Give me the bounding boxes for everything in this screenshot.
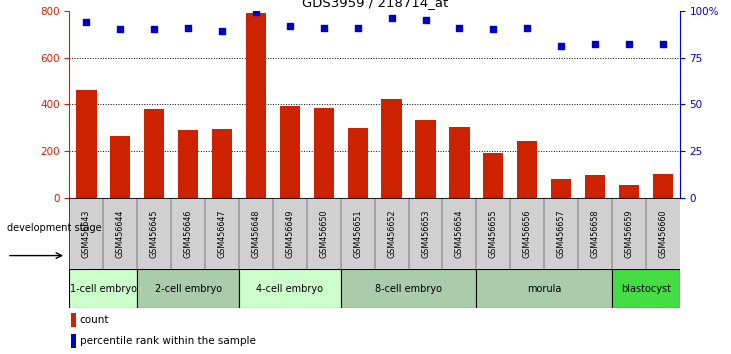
Text: GSM456656: GSM456656	[523, 209, 531, 258]
Point	[352, 25, 363, 30]
Text: GSM456650: GSM456650	[319, 209, 328, 258]
Bar	[618, 185, 639, 198]
Bar	[76, 90, 96, 198]
Point	[453, 25, 465, 30]
Text: 8-cell embryo: 8-cell embryo	[375, 284, 442, 293]
Bar	[585, 175, 605, 198]
Bar	[612, 269, 680, 308]
Bar	[341, 269, 477, 308]
Text: 2-cell embryo: 2-cell embryo	[154, 284, 221, 293]
Bar	[477, 269, 612, 308]
Bar	[246, 13, 266, 198]
Point	[148, 27, 160, 32]
Text: GSM456643: GSM456643	[82, 210, 91, 258]
Point	[420, 17, 431, 23]
Bar	[239, 269, 341, 308]
Bar	[483, 153, 504, 198]
Text: GSM456660: GSM456660	[659, 210, 667, 258]
Text: GSM456648: GSM456648	[251, 210, 260, 258]
Text: GSM456658: GSM456658	[591, 209, 599, 258]
Bar	[517, 141, 537, 198]
Text: GSM456652: GSM456652	[387, 209, 396, 258]
Bar	[280, 105, 300, 198]
Bar	[450, 127, 469, 198]
Text: count: count	[80, 315, 109, 325]
Point	[488, 27, 499, 32]
Text: 4-cell embryo: 4-cell embryo	[257, 284, 323, 293]
Point	[216, 28, 228, 34]
Text: morula: morula	[527, 284, 561, 293]
Text: GSM456654: GSM456654	[455, 209, 464, 258]
Point	[318, 25, 330, 30]
Point	[623, 41, 635, 47]
Bar	[212, 129, 232, 198]
Text: development stage: development stage	[7, 223, 102, 233]
Point	[521, 25, 533, 30]
Bar	[382, 98, 402, 198]
Point	[284, 23, 296, 28]
Text: GSM456649: GSM456649	[285, 209, 295, 258]
Bar	[551, 179, 572, 198]
Bar	[653, 173, 673, 198]
Bar	[110, 136, 130, 198]
Bar	[71, 334, 77, 348]
Title: GDS3959 / 218714_at: GDS3959 / 218714_at	[301, 0, 448, 10]
Point	[115, 27, 126, 32]
Bar	[415, 120, 436, 198]
Text: GSM456645: GSM456645	[150, 209, 159, 258]
Text: percentile rank within the sample: percentile rank within the sample	[80, 336, 255, 346]
Bar	[71, 313, 77, 327]
Point	[657, 41, 669, 47]
Text: GSM456653: GSM456653	[421, 209, 430, 258]
Text: GSM456646: GSM456646	[183, 210, 193, 258]
Bar	[314, 108, 334, 198]
Point	[80, 19, 92, 25]
Text: GSM456647: GSM456647	[218, 209, 227, 258]
Point	[556, 44, 567, 49]
Text: GSM456657: GSM456657	[556, 209, 566, 258]
Text: GSM456659: GSM456659	[624, 209, 634, 258]
Point	[386, 15, 398, 21]
Bar	[144, 109, 164, 198]
Text: GSM456651: GSM456651	[353, 209, 362, 258]
Text: GSM456644: GSM456644	[115, 210, 125, 258]
Text: 1-cell embryo: 1-cell embryo	[70, 284, 137, 293]
Text: blastocyst: blastocyst	[621, 284, 671, 293]
Point	[250, 10, 262, 15]
Bar	[69, 198, 680, 269]
Point	[589, 41, 601, 47]
Bar	[347, 128, 368, 198]
Text: GSM456655: GSM456655	[489, 209, 498, 258]
Bar	[137, 269, 239, 308]
Bar	[69, 269, 137, 308]
Bar	[178, 130, 198, 198]
Point	[182, 25, 194, 30]
